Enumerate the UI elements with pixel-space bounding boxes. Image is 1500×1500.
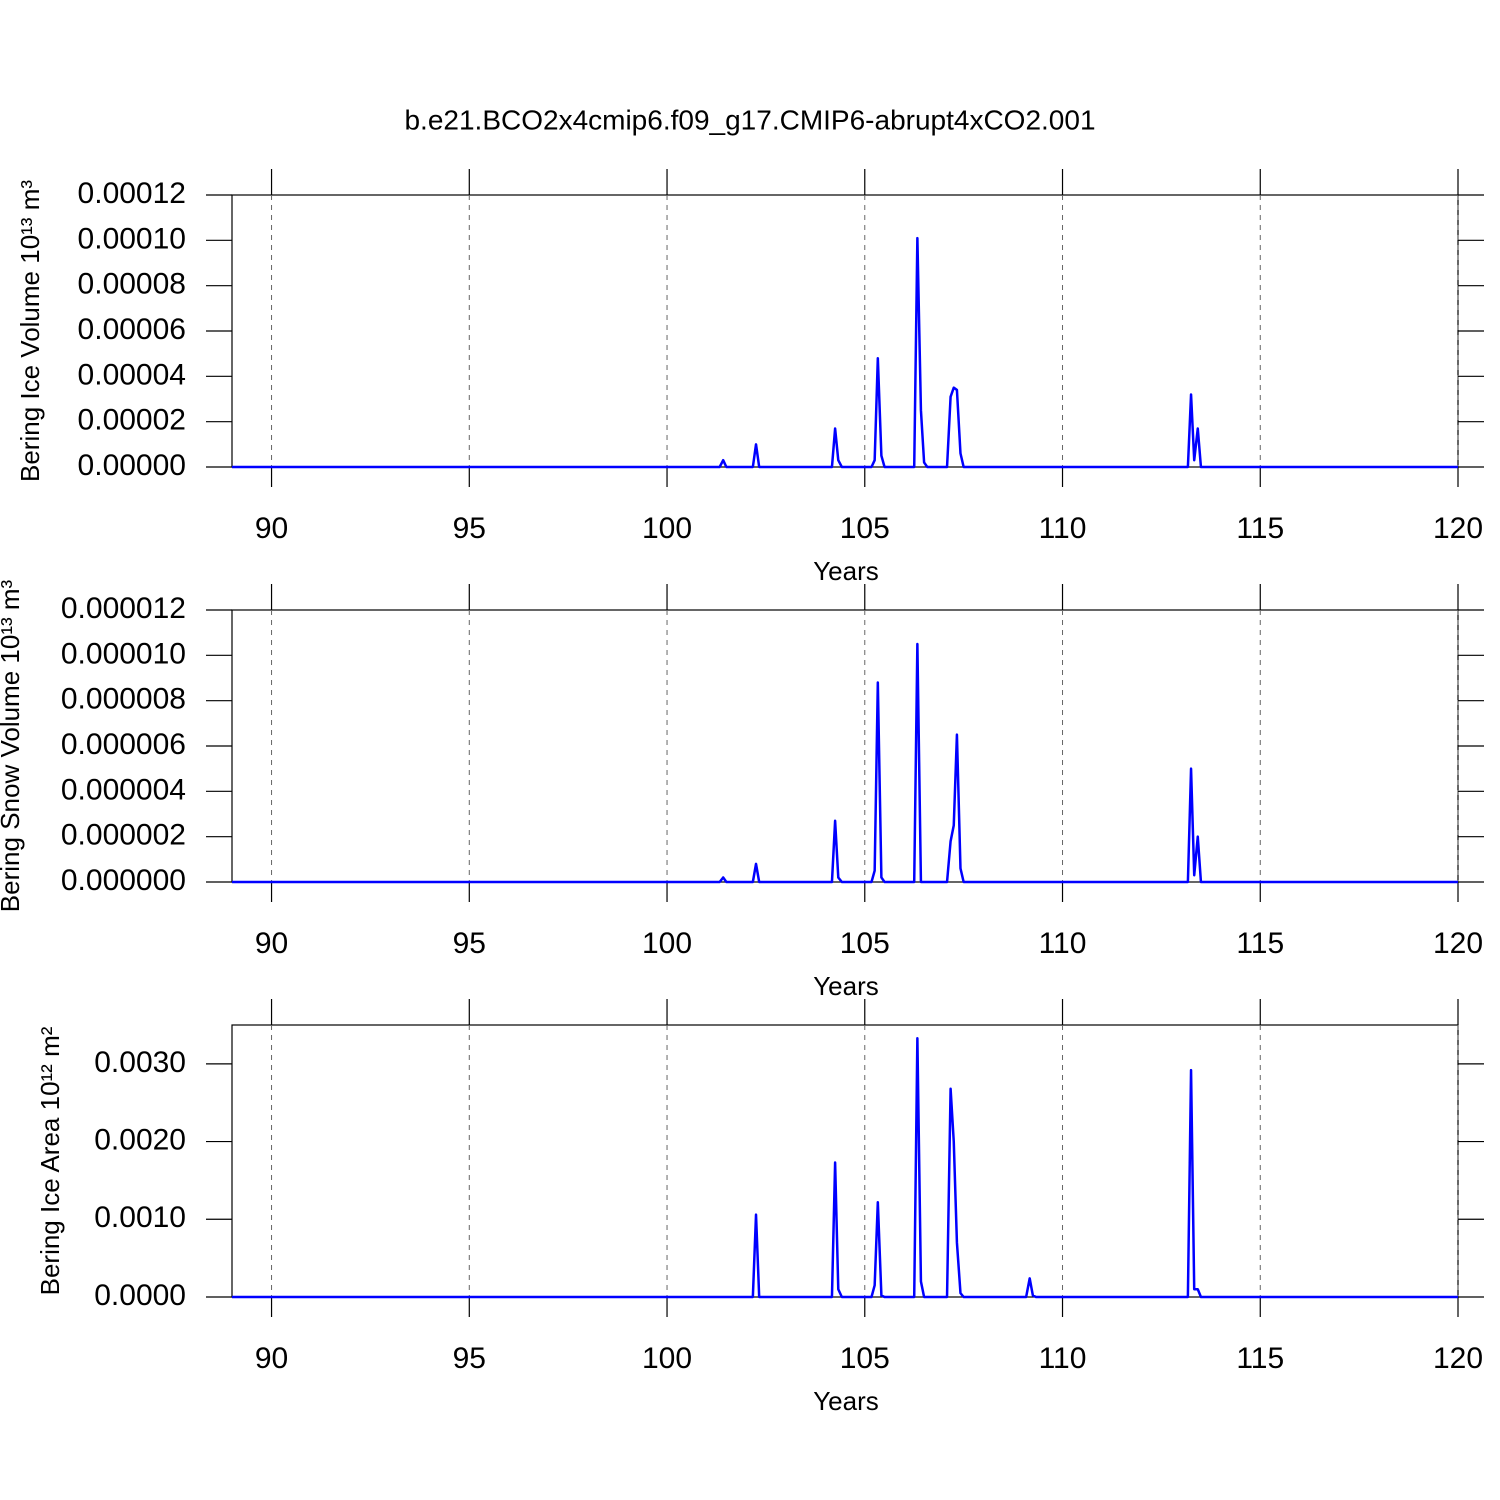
y-axis-label: Bering Ice Volume 10¹³ m³ bbox=[15, 180, 45, 482]
y-tick-label: 0.00010 bbox=[78, 222, 186, 255]
data-line bbox=[232, 236, 1458, 469]
x-tick-label: 90 bbox=[255, 1342, 288, 1375]
x-tick-label: 95 bbox=[453, 927, 486, 960]
y-tick-label: 0.000006 bbox=[61, 728, 186, 761]
x-tick-label: 120 bbox=[1433, 1342, 1483, 1375]
data-line bbox=[232, 642, 1458, 884]
x-axis-label: Years bbox=[813, 556, 879, 586]
y-tick-label: 0.00004 bbox=[78, 358, 186, 391]
x-tick-label: 90 bbox=[255, 927, 288, 960]
x-tick-label: 110 bbox=[1039, 927, 1087, 960]
x-tick-label: 90 bbox=[255, 512, 288, 545]
y-tick-label: 0.0000 bbox=[94, 1279, 186, 1312]
y-tick-label: 0.0010 bbox=[94, 1201, 186, 1234]
x-tick-label: 110 bbox=[1039, 1342, 1087, 1375]
y-tick-label: 0.00008 bbox=[78, 268, 186, 301]
y-tick-label: 0.00012 bbox=[78, 177, 186, 210]
y-tick-label: 0.0030 bbox=[94, 1046, 186, 1079]
y-tick-label: 0.000000 bbox=[61, 864, 186, 897]
y-axis-label: Bering Ice Area 10¹² m² bbox=[35, 1026, 65, 1295]
x-tick-label: 100 bbox=[642, 927, 692, 960]
y-tick-label: 0.000010 bbox=[61, 637, 186, 670]
y-axis-label: Bering Snow Volume 10¹³ m³ bbox=[0, 579, 25, 912]
x-tick-label: 110 bbox=[1039, 512, 1087, 545]
y-tick-label: 0.00000 bbox=[78, 449, 186, 482]
y-tick-label: 0.000012 bbox=[61, 592, 186, 625]
y-tick-label: 0.00006 bbox=[78, 313, 186, 346]
y-tick-label: 0.00002 bbox=[78, 404, 186, 437]
x-tick-label: 115 bbox=[1236, 512, 1284, 545]
y-tick-label: 0.000008 bbox=[61, 683, 186, 716]
x-tick-label: 105 bbox=[840, 512, 890, 545]
x-tick-label: 100 bbox=[642, 512, 692, 545]
x-tick-label: 100 bbox=[642, 1342, 692, 1375]
x-tick-label: 115 bbox=[1236, 927, 1284, 960]
x-tick-label: 95 bbox=[453, 1342, 486, 1375]
x-axis-label: Years bbox=[813, 971, 879, 1001]
data-line bbox=[232, 1036, 1458, 1299]
chart-title: b.e21.BCO2x4cmip6.f09_g17.CMIP6-abrupt4x… bbox=[404, 104, 1095, 135]
y-tick-label: 0.000002 bbox=[61, 819, 186, 852]
x-tick-label: 120 bbox=[1433, 927, 1483, 960]
x-axis-label: Years bbox=[813, 1386, 879, 1416]
y-tick-label: 0.000004 bbox=[61, 773, 186, 806]
x-tick-label: 115 bbox=[1236, 1342, 1284, 1375]
x-tick-label: 105 bbox=[840, 927, 890, 960]
y-tick-label: 0.0020 bbox=[94, 1123, 186, 1156]
x-tick-label: 120 bbox=[1433, 512, 1483, 545]
x-tick-label: 95 bbox=[453, 512, 486, 545]
x-tick-label: 105 bbox=[840, 1342, 890, 1375]
